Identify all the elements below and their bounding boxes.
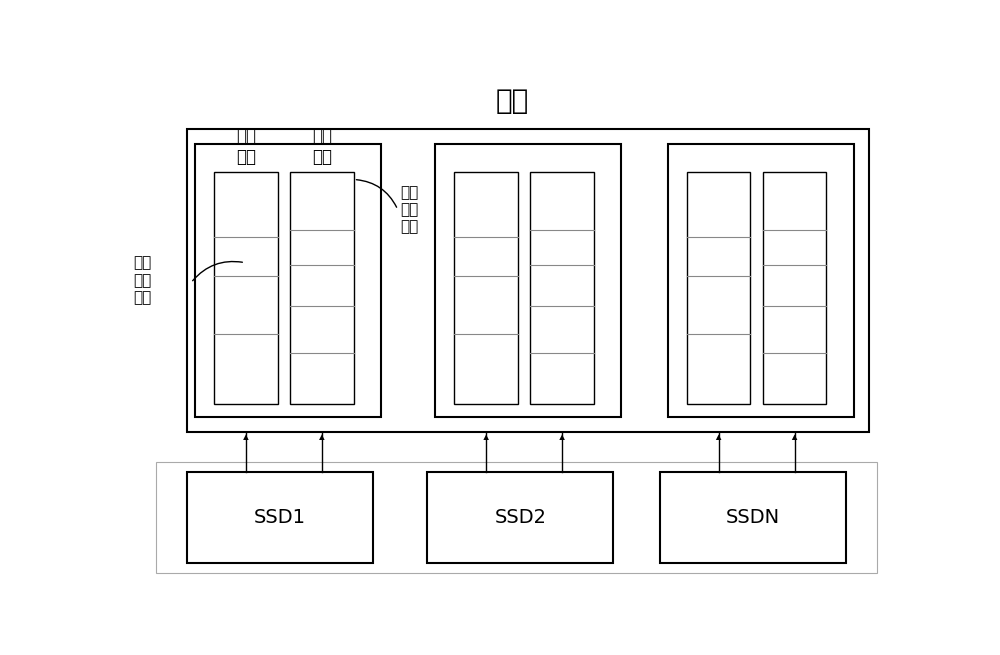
Text: 主机: 主机 [496, 87, 529, 115]
Bar [187, 472, 373, 563]
Bar [214, 172, 278, 404]
Bar [687, 172, 750, 404]
Text: 完成
队列: 完成 队列 [312, 127, 332, 166]
Text: 提交
队列
实体: 提交 队列 实体 [133, 255, 151, 305]
Text: SSD1: SSD1 [254, 508, 306, 527]
Text: SSDN: SSDN [726, 508, 780, 527]
Bar [668, 144, 854, 417]
Bar [763, 172, 826, 404]
Text: 完成
队列
实体: 完成 队列 实体 [400, 185, 418, 234]
Bar [660, 472, 846, 563]
Bar [435, 144, 621, 417]
Bar [530, 172, 594, 404]
Bar [427, 472, 613, 563]
Bar [290, 172, 354, 404]
Text: SSD2: SSD2 [494, 508, 546, 527]
Text: 提交
队列: 提交 队列 [236, 127, 256, 166]
Bar [454, 172, 518, 404]
Bar [156, 462, 877, 573]
Bar [195, 144, 381, 417]
Bar [187, 129, 869, 432]
